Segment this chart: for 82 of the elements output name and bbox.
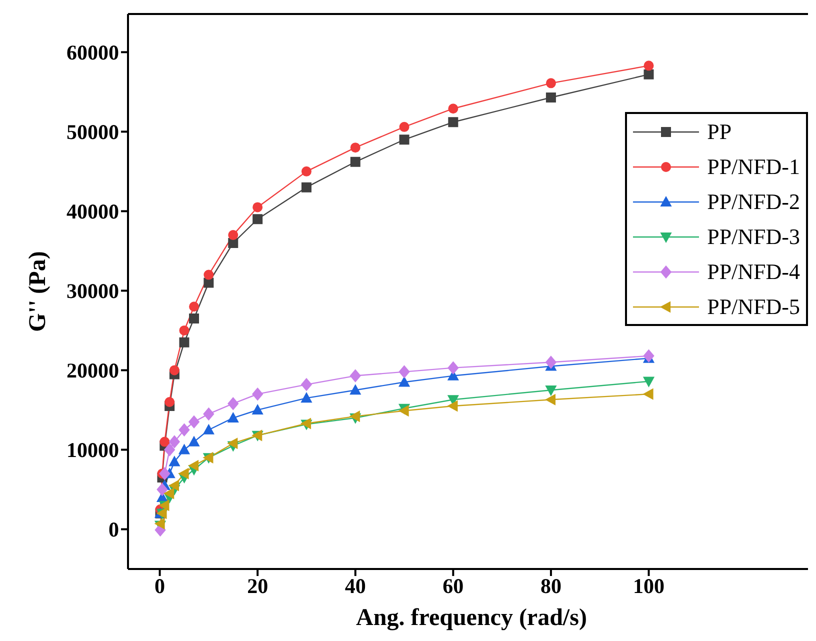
y-tick-label: 0 xyxy=(108,518,119,542)
point xyxy=(178,444,190,454)
y-tick-label: 10000 xyxy=(66,438,119,462)
point xyxy=(399,134,410,145)
point xyxy=(204,278,214,288)
point xyxy=(301,182,312,192)
point xyxy=(204,270,214,280)
x-tick-label: 40 xyxy=(344,574,366,598)
point xyxy=(350,410,360,422)
x-axis-title: Ang. frequency (rad/s) xyxy=(356,605,587,631)
point xyxy=(350,156,360,167)
y-tick-label: 30000 xyxy=(66,279,119,304)
point xyxy=(178,468,189,480)
point xyxy=(188,436,200,446)
point xyxy=(398,365,410,378)
point xyxy=(350,369,361,382)
point xyxy=(448,104,458,114)
point xyxy=(546,92,556,102)
point xyxy=(188,460,199,472)
point xyxy=(448,117,458,128)
point xyxy=(228,397,239,410)
point xyxy=(228,238,238,248)
point xyxy=(252,202,263,212)
point xyxy=(350,384,361,395)
point xyxy=(644,60,654,71)
point xyxy=(159,467,170,480)
point xyxy=(644,69,654,80)
point xyxy=(178,424,190,436)
point xyxy=(228,230,238,240)
point xyxy=(189,314,200,324)
legend-label: PP/NFD-3 xyxy=(707,224,800,250)
legend-label: PP/NFD-4 xyxy=(707,258,800,284)
y-tick-label: 20000 xyxy=(66,358,119,383)
point xyxy=(179,337,190,348)
point xyxy=(301,378,312,391)
point xyxy=(252,214,263,224)
legend-label: PP xyxy=(707,118,732,144)
point xyxy=(398,376,410,387)
point xyxy=(643,350,654,362)
point xyxy=(350,142,360,153)
point xyxy=(188,416,200,428)
x-tick-label: 80 xyxy=(540,574,562,598)
point xyxy=(252,388,264,400)
point xyxy=(252,404,264,415)
point xyxy=(301,166,312,176)
legend-label: PP/NFD-5 xyxy=(707,294,800,320)
point xyxy=(228,412,239,422)
point xyxy=(164,488,174,499)
x-tick-label: 0 xyxy=(154,574,166,598)
y-tick-label: 40000 xyxy=(66,200,119,224)
point xyxy=(179,325,190,336)
point xyxy=(643,388,654,400)
point xyxy=(164,443,176,456)
point xyxy=(448,400,458,412)
point xyxy=(399,122,410,132)
point xyxy=(228,438,238,449)
legend-label: PP/NFD-1 xyxy=(707,154,800,180)
point xyxy=(169,435,180,448)
point xyxy=(546,356,556,369)
point xyxy=(169,480,179,491)
point xyxy=(546,78,556,88)
x-tick-label: 20 xyxy=(247,574,268,598)
x-tick-label: 60 xyxy=(442,574,464,598)
point xyxy=(203,408,214,420)
point xyxy=(643,376,654,387)
point xyxy=(164,397,175,408)
point xyxy=(169,456,180,466)
legend-label: PP/NFD-2 xyxy=(707,188,800,214)
point xyxy=(169,365,180,376)
point xyxy=(156,483,168,496)
point xyxy=(189,302,200,312)
x-tick-label: 100 xyxy=(633,574,664,598)
y-tick-label: 50000 xyxy=(66,120,119,144)
point xyxy=(448,361,459,374)
point xyxy=(301,392,312,403)
point xyxy=(546,394,556,406)
point xyxy=(154,518,165,530)
point xyxy=(203,424,214,434)
y-tick-label: 60000 xyxy=(66,40,119,65)
point xyxy=(546,386,556,396)
y-axis-title: G'' (Pa) xyxy=(25,251,51,332)
point xyxy=(160,436,170,447)
